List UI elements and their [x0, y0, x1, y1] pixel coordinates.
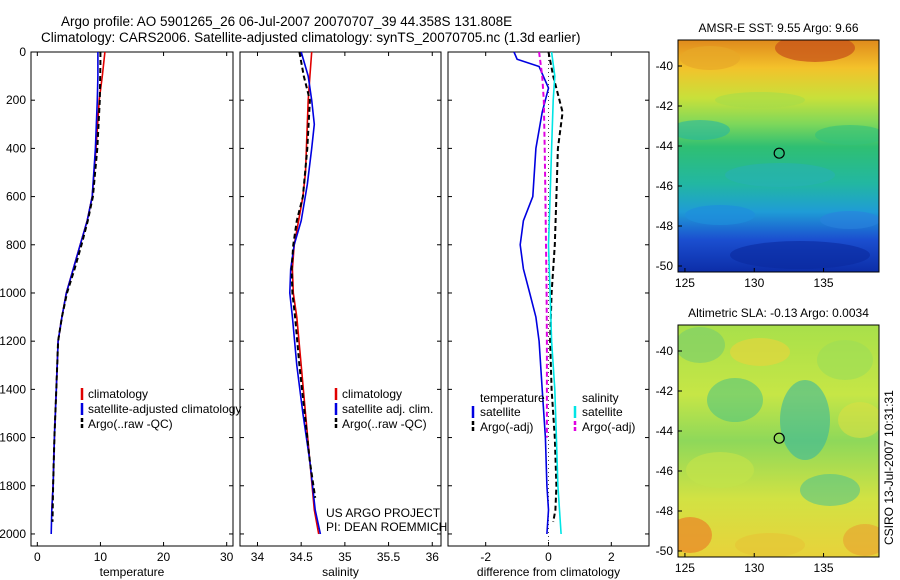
temp-ytick-label: 0: [19, 45, 26, 59]
difference-axes: [447, 51, 650, 547]
figure-title-line-2: Climatology: CARS2006. Satellite-adjuste…: [41, 30, 581, 45]
temp-ytick-label: 1600: [0, 431, 26, 445]
sla-map: [677, 324, 880, 558]
sal-xtick-label: 34: [251, 550, 265, 564]
sal-xlabel: salinity: [322, 565, 359, 579]
diff-xtick-label: 2: [608, 550, 615, 564]
diff-legend-header-temperature: temperature: [480, 391, 545, 405]
temp-ytick-label: 1800: [0, 479, 26, 493]
diff-xtick-label: -2: [480, 550, 491, 564]
sst-map-texture: [678, 40, 879, 269]
diff-series-satellite: [513, 51, 550, 535]
sst-map-xtick-label: 125: [675, 276, 695, 290]
temp-xtick-label: 30: [220, 550, 234, 564]
sal-legend-label: Argo(..raw -QC): [342, 417, 427, 431]
temp-ytick-label: 1000: [0, 286, 26, 300]
sal-xtick-label: 35.5: [377, 550, 401, 564]
side-timestamp-label: CSIRO 13-Jul-2007 10:31:31: [882, 390, 896, 545]
temp-xtick-label: 20: [157, 550, 171, 564]
plot-layer: 0 10 20 30020040060080010001200140016001800…: [0, 21, 896, 579]
sst-map-ytick-label: -50: [656, 259, 674, 273]
temp-ytick-label: 1400: [0, 382, 26, 396]
diff-series-argo-adj-: [547, 51, 564, 523]
temp-ytick-label: 2000: [0, 527, 26, 541]
sla-map-ytick-label: -40: [656, 344, 674, 358]
temp-series-argo-raw-qc-: [51, 52, 102, 522]
sst-map-field: [678, 40, 879, 272]
sst-map-title: AMSR-E SST: 9.55 Argo: 9.66: [698, 21, 858, 35]
sst-map-xtick-label: 130: [744, 276, 764, 290]
diff-legend-label: Argo(-adj): [582, 420, 635, 434]
sla-map-title: Altimetric SLA: -0.13 Argo: 0.0034: [688, 306, 869, 320]
sal-xtick-label: 35: [338, 550, 352, 564]
sst-map-ytick-label: -42: [656, 99, 674, 113]
sla-map-xtick-label: 125: [675, 561, 695, 575]
temp-ytick-label: 800: [6, 238, 26, 252]
sal-series-argo-raw-qc-: [290, 51, 317, 498]
sal-legend-label: climatology: [342, 387, 402, 401]
temp-series-satellite-adjusted-climatology: [50, 52, 99, 535]
sla-map-ytick-label: -50: [656, 544, 674, 558]
sla-argo-position-marker: [773, 432, 785, 444]
sla-map-ytick-label: -48: [656, 504, 674, 518]
sst-argo-position-marker: [773, 147, 785, 159]
temperature-axes: [30, 51, 234, 547]
temp-xtick-label: 0: [34, 550, 41, 564]
sla-map-ytick-label: -42: [656, 384, 674, 398]
sal-legend-label: satellite adj. clim.: [342, 402, 433, 416]
project-label-line-1: US ARGO PROJECT: [326, 506, 441, 520]
sal-xtick-label: 34.5: [289, 550, 313, 564]
sla-map-texture: [678, 327, 879, 557]
diff-xlabel: difference from climatology: [477, 565, 620, 579]
sal-xtick-label: 36: [426, 550, 440, 564]
diff-legend-label: satellite: [582, 405, 623, 419]
sla-map-ytick-label: -46: [656, 464, 674, 478]
sla-map-xtick-label: 135: [814, 561, 834, 575]
sst-map-ytick-label: -44: [656, 139, 674, 153]
sst-map-ytick-label: -46: [656, 179, 674, 193]
diff-legend-label: Argo(-adj): [480, 420, 533, 434]
temp-xtick-label: 10: [94, 550, 108, 564]
temp-legend-label: satellite-adjusted climatology: [88, 402, 241, 416]
diff-legend-header-salinity: salinity: [582, 391, 619, 405]
sla-map-xtick-label: 130: [744, 561, 764, 575]
temp-legend-label: climatology: [88, 387, 148, 401]
sst-map-xtick-label: 135: [814, 276, 834, 290]
figure-title-line-1: Argo profile: AO 5901265_26 06-Jul-2007 …: [61, 14, 513, 29]
temp-ytick-label: 400: [6, 141, 26, 155]
diff-series-argo-adj-: [538, 51, 548, 438]
temp-ytick-label: 200: [6, 93, 26, 107]
sst-map: [677, 39, 880, 273]
temp-legend-label: Argo(..raw -QC): [88, 417, 173, 431]
diff-series-satellite: [547, 51, 562, 535]
sst-map-ytick-label: -48: [656, 219, 674, 233]
diff-legend-label: satellite: [480, 405, 521, 419]
sst-map-ytick-label: -40: [656, 59, 674, 73]
diff-xtick-label: 0: [545, 550, 552, 564]
salinity-axes: [239, 51, 442, 547]
temp-ytick-label: 600: [6, 190, 26, 204]
temp-ytick-label: 1200: [0, 334, 26, 348]
sla-map-ytick-label: -44: [656, 424, 674, 438]
sal-series-satellite-adj-clim-: [288, 51, 322, 535]
temp-xlabel: temperature: [100, 565, 165, 579]
project-label-line-2: PI: DEAN ROEMMICH: [326, 520, 447, 534]
